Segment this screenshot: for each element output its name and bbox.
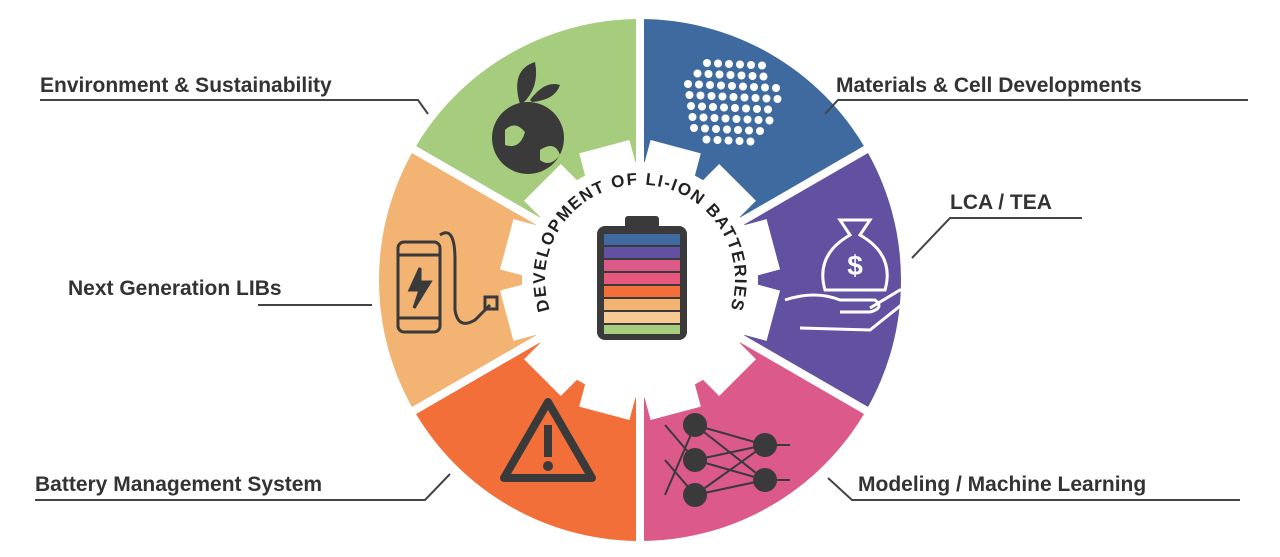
dot bbox=[712, 125, 720, 133]
dot bbox=[754, 116, 763, 124]
dot bbox=[688, 113, 697, 121]
dot bbox=[748, 72, 757, 80]
dot bbox=[703, 59, 711, 67]
dot bbox=[702, 135, 711, 144]
dot bbox=[753, 105, 761, 113]
leader-line bbox=[911, 217, 1082, 259]
dot bbox=[746, 137, 755, 146]
dot bbox=[734, 126, 742, 134]
dot bbox=[693, 69, 702, 78]
dot bbox=[717, 81, 725, 90]
battery-icon bbox=[597, 216, 687, 340]
dot bbox=[765, 116, 774, 125]
node-label: Battery Management System bbox=[35, 473, 322, 496]
svg-text:$: $ bbox=[847, 250, 863, 281]
dot bbox=[747, 61, 755, 69]
dot bbox=[699, 113, 708, 122]
dot bbox=[759, 72, 768, 81]
dot bbox=[731, 104, 739, 112]
dot bbox=[685, 91, 694, 99]
dot bbox=[687, 102, 695, 110]
phone-icon bbox=[396, 231, 499, 334]
earth-icon bbox=[492, 62, 564, 174]
dot bbox=[750, 83, 758, 91]
dot bbox=[718, 92, 727, 101]
dot bbox=[721, 114, 730, 123]
dot bbox=[704, 70, 713, 78]
dot bbox=[758, 61, 766, 70]
node-label: LCA / TEA bbox=[950, 191, 1052, 214]
node-label: Environment & Sustainability bbox=[40, 74, 332, 97]
dot bbox=[729, 93, 738, 101]
leader-line bbox=[40, 99, 429, 115]
dot bbox=[742, 104, 750, 113]
money-icon: $ bbox=[784, 218, 910, 332]
leader-line bbox=[824, 99, 1248, 115]
node-label: Next Generation LIBs bbox=[68, 277, 282, 300]
dot bbox=[745, 126, 753, 135]
dot bbox=[725, 60, 733, 68]
dot bbox=[772, 84, 780, 92]
dot bbox=[707, 92, 716, 100]
dot bbox=[724, 136, 733, 145]
sector bbox=[371, 142, 649, 418]
dot bbox=[698, 102, 706, 111]
dot bbox=[736, 60, 744, 69]
dot bbox=[728, 82, 736, 90]
dot bbox=[690, 124, 698, 132]
dot bbox=[684, 80, 692, 88]
dot bbox=[737, 71, 746, 80]
dot bbox=[713, 136, 722, 144]
dot bbox=[710, 114, 719, 122]
dot bbox=[720, 103, 728, 112]
dot bbox=[756, 127, 764, 135]
dot bbox=[751, 94, 760, 102]
dot bbox=[709, 103, 717, 111]
dot bbox=[764, 105, 772, 114]
materials-icon bbox=[684, 59, 782, 146]
dot bbox=[696, 91, 705, 100]
dot bbox=[714, 59, 722, 68]
sector bbox=[631, 142, 909, 418]
dot bbox=[723, 125, 731, 134]
dot bbox=[773, 95, 782, 103]
node-label: Modeling / Machine Learning bbox=[858, 473, 1146, 496]
dot bbox=[735, 137, 744, 145]
leader-line bbox=[827, 477, 1240, 501]
leader-line bbox=[35, 473, 451, 501]
dot bbox=[743, 115, 752, 124]
network-icon bbox=[664, 413, 790, 507]
dot bbox=[701, 124, 709, 133]
dot bbox=[740, 93, 749, 102]
node-label: Materials & Cell Developments bbox=[836, 74, 1142, 97]
warning-icon bbox=[500, 398, 596, 482]
dot bbox=[695, 80, 703, 89]
dot bbox=[715, 70, 724, 79]
dot bbox=[762, 94, 771, 103]
dot bbox=[706, 81, 714, 89]
dot bbox=[726, 71, 735, 79]
dot bbox=[761, 83, 769, 92]
dot bbox=[739, 82, 747, 91]
dot bbox=[732, 115, 741, 123]
